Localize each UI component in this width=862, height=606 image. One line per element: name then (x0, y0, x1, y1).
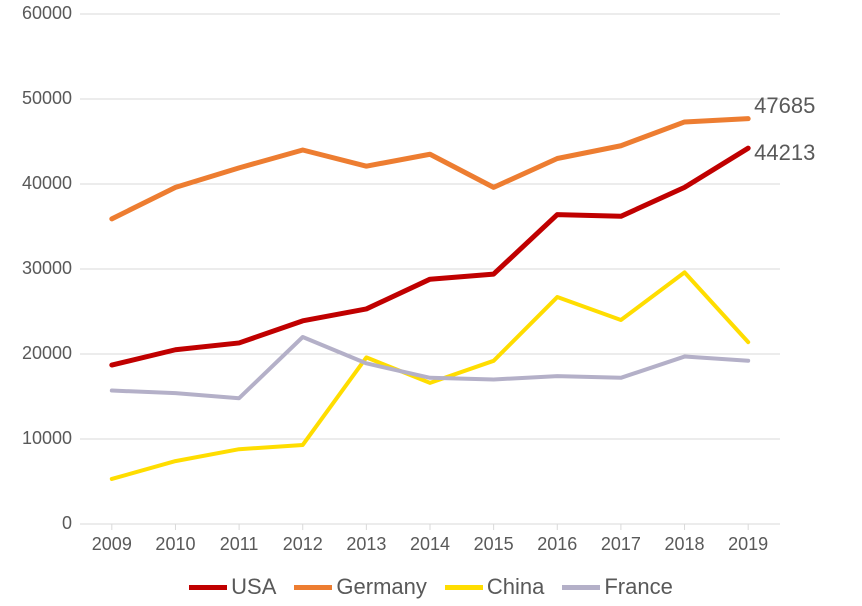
y-tick-label: 40000 (22, 173, 72, 194)
x-tick-label: 2011 (220, 534, 259, 555)
y-tick-label: 60000 (22, 3, 72, 24)
y-tick-label: 10000 (22, 428, 72, 449)
legend-item: China (445, 574, 544, 600)
legend: USA Germany China France (0, 574, 862, 600)
legend-swatch (294, 585, 332, 590)
line-chart: 0 10000 20000 30000 40000 50000 60000 2009 2010 2… (0, 0, 862, 606)
legend-label: Germany (336, 574, 426, 600)
series-line (112, 272, 748, 479)
legend-swatch (189, 585, 227, 590)
x-tick-label: 2009 (92, 534, 132, 555)
x-tick-label: 2015 (474, 534, 514, 555)
x-tick-label: 2014 (410, 534, 450, 555)
x-tick-label: 2017 (601, 534, 641, 555)
x-tick-label: 2019 (728, 534, 768, 555)
data-label: 44213 (754, 140, 815, 166)
x-tick-label: 2012 (283, 534, 323, 555)
chart-svg (0, 0, 862, 606)
y-tick-label: 30000 (22, 258, 72, 279)
y-tick-label: 0 (62, 513, 72, 534)
legend-label: France (604, 574, 672, 600)
legend-swatch (562, 585, 600, 590)
x-tick-label: 2013 (346, 534, 386, 555)
legend-item: USA (189, 574, 276, 600)
legend-label: USA (231, 574, 276, 600)
legend-item: Germany (294, 574, 426, 600)
legend-label: China (487, 574, 544, 600)
series-line (112, 148, 748, 365)
data-label: 47685 (754, 93, 815, 119)
x-tick-label: 2010 (155, 534, 195, 555)
y-tick-label: 50000 (22, 88, 72, 109)
legend-swatch (445, 585, 483, 590)
x-tick-label: 2018 (665, 534, 705, 555)
y-tick-label: 20000 (22, 343, 72, 364)
legend-item: France (562, 574, 672, 600)
x-tick-label: 2016 (537, 534, 577, 555)
